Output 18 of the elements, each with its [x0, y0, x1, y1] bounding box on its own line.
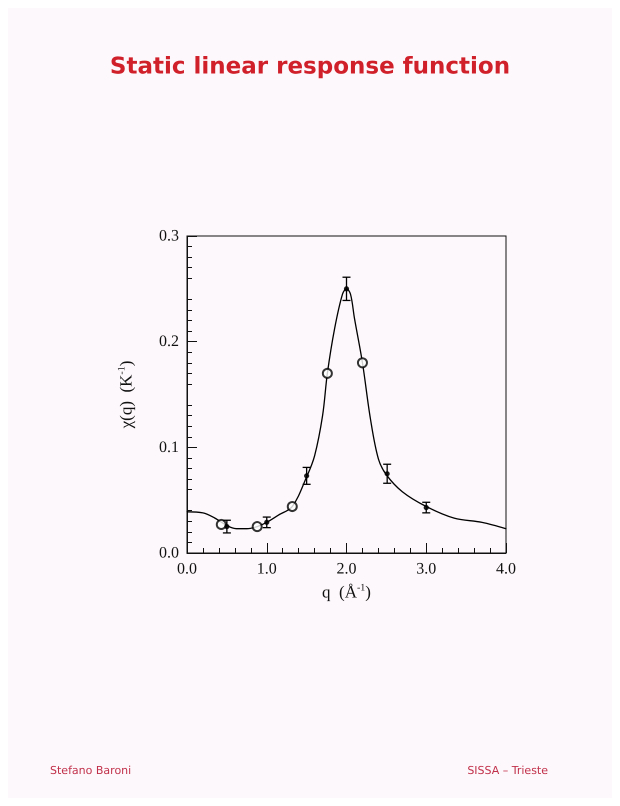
point [252, 521, 263, 532]
text: SISSA – Trieste [467, 764, 548, 777]
point [322, 368, 333, 379]
y-tick-label: 0.0 [159, 544, 179, 562]
x-tick-label: 2.0 [336, 560, 356, 578]
y-tick-label: 0.2 [159, 333, 179, 350]
y-tick-label: 0.3 [159, 228, 179, 244]
point [356, 357, 368, 368]
point [286, 501, 298, 512]
point [216, 518, 227, 530]
x-tick-label: 4.0 [496, 560, 516, 578]
chart-title: Static linear response function [110, 54, 510, 80]
x-tick-label: 0.0 [177, 560, 197, 578]
y-axis-title: χ(q) (K-1) [116, 360, 136, 430]
y-tick-label: 0.1 [159, 438, 179, 456]
x-tick-label: 1.0 [256, 560, 277, 578]
x-tick-label: 3.0 [416, 560, 436, 578]
text: Stefano Baroni [50, 764, 132, 777]
